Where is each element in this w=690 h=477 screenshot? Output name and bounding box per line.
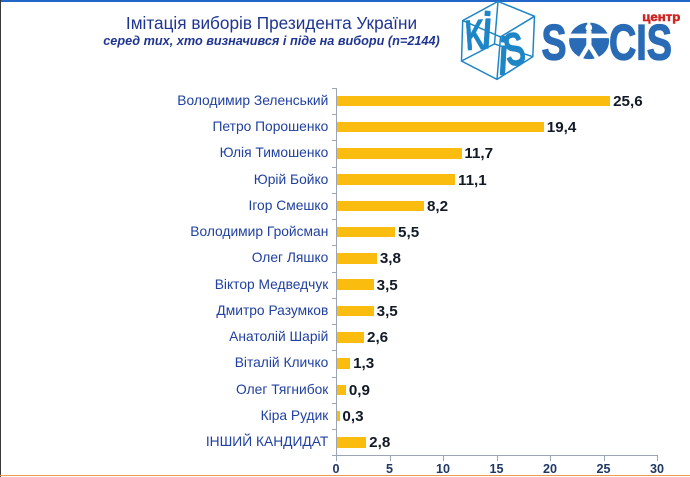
- svg-text:K: K: [464, 9, 487, 59]
- svg-text:S: S: [542, 15, 567, 71]
- svg-text:центр: центр: [642, 10, 680, 24]
- svg-text:CIS: CIS: [609, 15, 672, 71]
